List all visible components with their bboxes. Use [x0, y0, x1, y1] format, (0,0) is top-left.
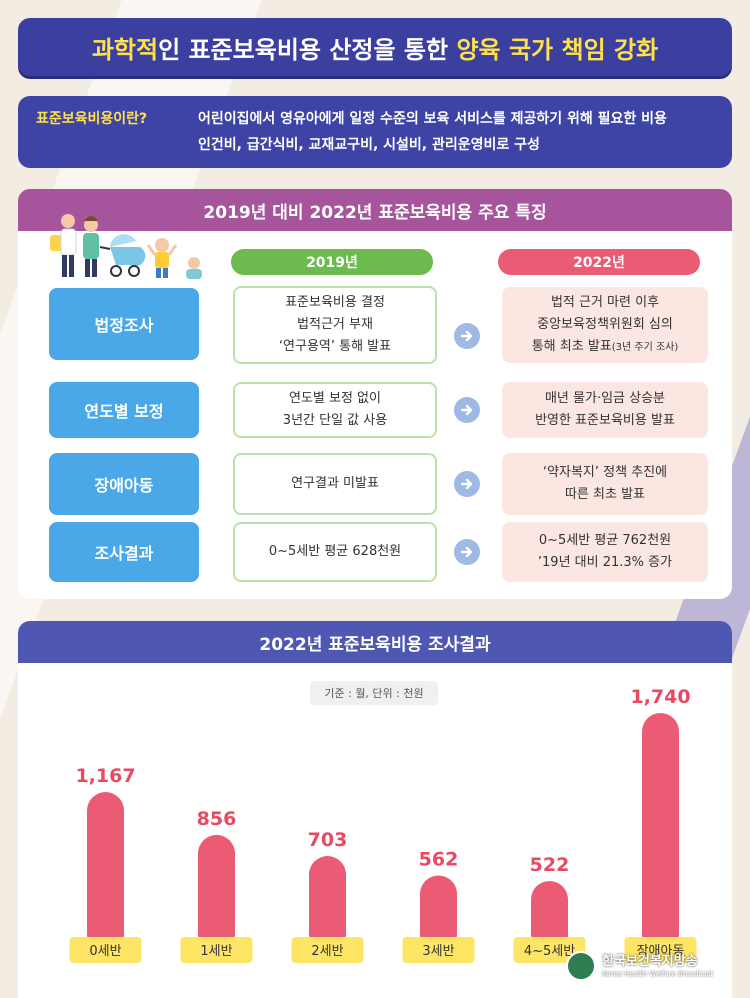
- comparison-panel: 2019년 대비 2022년 표준보육비용 주요 특징 2019년 2022년 …: [18, 189, 732, 599]
- broadcaster-logo-icon: [566, 951, 596, 981]
- watermark-name: 한국보건복지방송: [602, 954, 698, 969]
- cell-line: 중앙보육정책위원회 심의: [537, 316, 673, 332]
- cell-line: 표준보육비용 결정: [285, 294, 385, 310]
- category-tag-0: [69, 937, 142, 963]
- bar-0: [87, 792, 124, 953]
- cell-2022-annual-adjustment: 매년 물가·임금 상승분 반영한 표준보육비용 발표: [502, 382, 708, 438]
- cell-2022-survey-result: 0~5세반 평균 762천원 ’19년 대비 21.3% 증가: [502, 522, 708, 582]
- bar-4: [531, 881, 568, 953]
- bar-1: [198, 834, 235, 953]
- cell-2022-legal-survey: 법적 근거 마련 이후 중앙보육정책위원회 심의 통해 최초 발표(3년 주기 …: [502, 287, 708, 363]
- cell-line: 0~5세반 평균 628천원: [268, 543, 402, 559]
- arrow-right-icon: [454, 323, 480, 349]
- column-header-2019: 2019년: [231, 249, 433, 275]
- cell-line: 따른 최초 발표: [564, 487, 645, 502]
- watermark-subtitle: Korea Health Welfare Broadcast: [602, 969, 714, 978]
- cell-line: ‘약자복지’ 정책 추진에: [542, 464, 668, 480]
- category-label-1: 1세반: [200, 944, 232, 959]
- family-illustration: [50, 214, 202, 279]
- arrow-right-icon: [454, 397, 480, 423]
- cell-line: 법적근거 부재: [297, 316, 373, 332]
- cell-line: ‘연구용역’ 통해 발표: [278, 339, 392, 355]
- row-label-disabled-children: 장애아동: [49, 453, 199, 515]
- cell-line: ’19년 대비 21.3% 증가: [537, 555, 673, 570]
- definition-box: 표준보육비용이란? 어린이집에서 영유아에게 일정 수준의 보육 서비스를 제공…: [18, 96, 732, 168]
- cell-line: 반영한 표준보육비용 발표: [535, 413, 675, 428]
- bar-2: [309, 856, 346, 953]
- cell-line: 매년 물가·임금 상승분: [544, 390, 666, 406]
- bar-chart: 1,167 0세반 856 1세반 703 2세반 562 3세반 522 4~5세반 1,740 장…: [69, 686, 697, 963]
- cell-line: 연구결과 미발표: [291, 475, 379, 491]
- cell-line: 0~5세반 평균 762천원: [538, 532, 672, 548]
- cell-line: 연도별 보정 없이: [288, 390, 381, 406]
- category-label-2: 2세반: [311, 944, 343, 959]
- title-highlight-1: 과학적: [91, 35, 159, 64]
- category-label-0: 0세반: [89, 944, 121, 959]
- category-label-3: 3세반: [422, 944, 454, 959]
- cell-note: (3년 주기 조사): [611, 342, 679, 354]
- chart-heading: 2022년 표준보육비용 조사결과: [18, 621, 732, 663]
- category-tag-4: [513, 937, 586, 963]
- arrow-right-icon: [454, 539, 480, 565]
- comparison-heading: 2019년 대비 2022년 표준보육비용 주요 특징: [18, 189, 732, 231]
- category-tag-1: [180, 937, 253, 963]
- value-label-0: 1,167: [75, 765, 135, 787]
- chart-panel: 2022년 표준보육비용 조사결과 1,167 0세반 856 1세반 703 2세반 56…: [18, 621, 732, 998]
- cell-line: 법적 근거 마련 이후: [550, 294, 660, 310]
- category-tag-3: [402, 937, 475, 963]
- definition-label: 표준보육비용이란?: [36, 111, 148, 127]
- arrow-right-icon: [454, 471, 480, 497]
- cell-2019-annual-adjustment: 연도별 보정 없이 3년간 단일 값 사용: [233, 382, 437, 438]
- value-label-5: 1,740: [630, 686, 690, 708]
- value-label-1: 856: [197, 808, 237, 830]
- broadcaster-watermark: 한국보건복지방송 Korea Health Welfare Broadcast: [566, 942, 750, 990]
- row-label-legal-survey: 법정조사: [49, 288, 199, 360]
- row-label-annual-adjustment: 연도별 보정: [49, 382, 199, 438]
- value-label-2: 703: [308, 829, 348, 851]
- unit-note: 기준 : 월, 단위 : 천원: [310, 681, 438, 705]
- category-label-4: 4~5세반: [524, 944, 575, 959]
- row-label-survey-result: 조사결과: [49, 522, 199, 582]
- cell-line: 3년간 단일 값 사용: [282, 413, 388, 428]
- bar-5: [642, 713, 679, 953]
- cell-2019-survey-result: 0~5세반 평균 628천원: [233, 522, 437, 582]
- value-label-3: 562: [419, 848, 459, 870]
- cell-2019-legal-survey: 표준보육비용 결정 법적근거 부재 ‘연구용역’ 통해 발표: [233, 286, 437, 364]
- definition-text-line1: 어린이집에서 영유아에게 일정 수준의 보육 서비스를 제공하기 위해 필요한 …: [198, 111, 667, 127]
- definition-text-line2: 인건비, 급간식비, 교재교구비, 시설비, 관리운영비로 구성: [198, 137, 540, 153]
- cell-line: 통해 최초 발표: [531, 339, 612, 355]
- title-text: 인 표준보육비용 산정을 통한: [158, 35, 457, 64]
- category-label-5: 장애아동: [637, 944, 685, 959]
- page-title: 과학적 인 표준보육비용 산정을 통한 양육 국가 책임 강화: [18, 18, 732, 76]
- category-tag-5: [624, 937, 697, 963]
- column-header-2022: 2022년: [498, 249, 700, 275]
- value-label-4: 522: [530, 854, 570, 876]
- title-highlight-2: 양육 국가 책임 강화: [456, 35, 659, 64]
- cell-2022-disabled-children: ‘약자복지’ 정책 추진에 따른 최초 발표: [502, 453, 708, 515]
- bar-3: [420, 875, 457, 953]
- category-tag-2: [291, 937, 364, 963]
- cell-2019-disabled-children: 연구결과 미발표: [233, 453, 437, 515]
